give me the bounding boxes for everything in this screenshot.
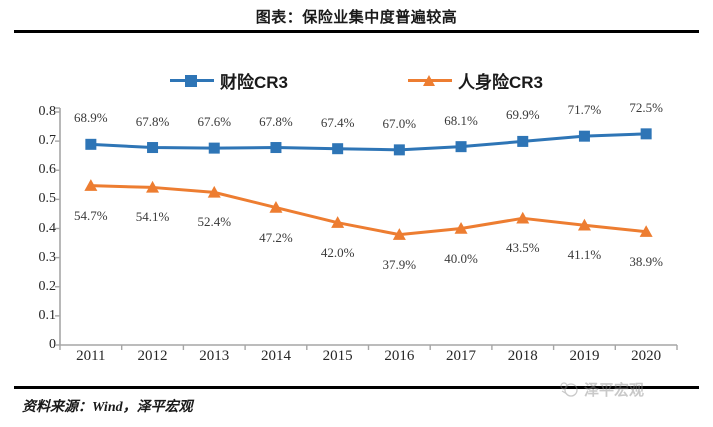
x-tick-label: 2016 bbox=[384, 348, 415, 364]
series-1-square-marker bbox=[270, 142, 282, 154]
x-tick-label: 2012 bbox=[137, 348, 168, 364]
series-1-square-marker bbox=[85, 138, 97, 150]
x-tick-label: 2013 bbox=[199, 348, 230, 364]
series-line-1 bbox=[89, 132, 648, 152]
y-tick-label: 0.6 bbox=[38, 162, 57, 178]
series-2-triangle-marker bbox=[516, 211, 530, 224]
series-line-2 bbox=[89, 184, 648, 237]
chart-plot-area: 0.8 0.7 0.6 0.5 0.4 0.3 0.2 0.1 0 68.9% 67.8% 67.6… bbox=[0, 100, 713, 370]
line-chart-svg bbox=[55, 107, 678, 350]
title-divider-rule bbox=[14, 30, 699, 33]
chart-title-bar: 图表：保险业集中度普遍较高 bbox=[0, 0, 713, 32]
circle-logo-icon bbox=[560, 382, 578, 397]
x-tick-label: 2020 bbox=[631, 348, 662, 364]
series-2-triangle-marker bbox=[269, 201, 283, 213]
square-marker bbox=[169, 72, 214, 88]
legend-item-1[interactable]: 财险CR3 bbox=[169, 68, 288, 93]
x-tick-label: 2018 bbox=[507, 348, 538, 364]
series-2-triangle-marker bbox=[454, 222, 468, 234]
series-1-square-marker bbox=[393, 144, 405, 156]
series-2-triangle-marker bbox=[331, 216, 345, 228]
series-2-triangle-marker bbox=[207, 185, 221, 198]
series-1-square-marker bbox=[640, 128, 652, 140]
y-tick-label: 0.7 bbox=[38, 133, 57, 149]
y-axis: 0.8 0.7 0.6 0.5 0.4 0.3 0.2 0.1 0 bbox=[14, 100, 57, 352]
y-tick-label: 0.5 bbox=[38, 191, 57, 207]
series-2-triangle-marker bbox=[577, 218, 591, 231]
series-1-square-marker bbox=[517, 135, 529, 147]
x-tick-label: 2019 bbox=[569, 348, 600, 364]
x-tick-label: 2017 bbox=[446, 348, 477, 364]
y-tick-label: 0.3 bbox=[38, 249, 57, 265]
series-1-square-marker bbox=[332, 143, 344, 155]
x-tick-label: 2014 bbox=[260, 348, 291, 364]
watermark: 泽平宏观 bbox=[558, 377, 703, 401]
y-tick-label: 0.1 bbox=[38, 307, 57, 323]
legend-item-label: 人身险CR3 bbox=[458, 72, 544, 92]
footer-divider-rule bbox=[14, 386, 699, 389]
chart-legend: 财险CR3 人身险CR3 bbox=[0, 66, 713, 94]
y-tick-label: 0.4 bbox=[38, 220, 57, 236]
legend-item-label: 财险CR3 bbox=[219, 72, 288, 92]
series-2-triangle-marker bbox=[392, 228, 406, 240]
series-2-triangle-marker bbox=[146, 180, 160, 193]
x-tick-label: 2011 bbox=[76, 348, 106, 364]
source-note: 资料来源：Wind，泽平宏观 bbox=[22, 400, 193, 415]
series-1-square-marker bbox=[455, 141, 467, 153]
page-title: 图表：保险业集中度普遍较高 bbox=[255, 8, 458, 26]
y-tick-label: 0.2 bbox=[38, 278, 57, 294]
y-tick-label: 0 bbox=[49, 337, 56, 352]
series-1-square-marker bbox=[578, 130, 590, 142]
legend-item-2[interactable]: 人身险CR3 bbox=[408, 68, 543, 93]
series-2-triangle-marker bbox=[84, 179, 98, 191]
y-tick-label: 0.8 bbox=[38, 104, 57, 119]
triangle-marker bbox=[408, 72, 452, 88]
x-tick-label: 2015 bbox=[322, 348, 353, 364]
series-1-square-marker bbox=[147, 142, 159, 154]
series-2-triangle-marker bbox=[639, 225, 653, 237]
x-axis: 2011 2012 2013 2014 2015 2016 2017 2018 2019 2020 bbox=[0, 348, 713, 372]
series-1-square-marker bbox=[208, 142, 220, 154]
watermark-label: 泽平宏观 bbox=[584, 381, 645, 399]
